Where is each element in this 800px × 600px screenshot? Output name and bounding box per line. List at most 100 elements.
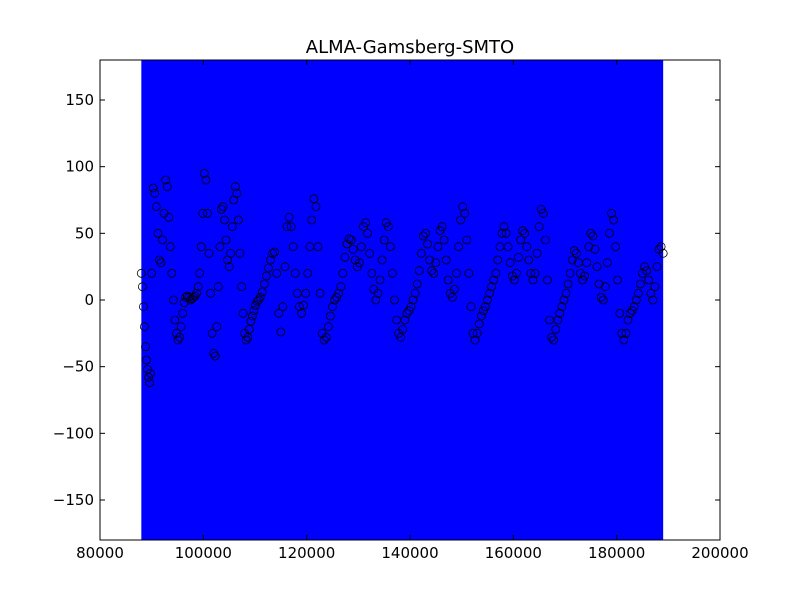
data-point	[569, 246, 579, 256]
data-point	[491, 268, 501, 278]
data-point	[141, 342, 150, 352]
x-tick-label: 140000	[381, 544, 438, 562]
data-point	[363, 228, 373, 238]
data-point	[356, 242, 366, 252]
data-point	[334, 288, 344, 298]
data-point	[423, 239, 433, 249]
data-point	[456, 215, 466, 225]
data-point	[178, 308, 188, 318]
data-point	[627, 306, 637, 316]
data-point	[218, 202, 228, 212]
data-point	[489, 275, 499, 285]
data-point	[497, 228, 507, 238]
data-point	[480, 302, 490, 312]
data-point	[483, 295, 492, 305]
data-point	[138, 302, 148, 312]
data-point	[220, 215, 229, 225]
data-point	[429, 268, 439, 278]
data-point	[611, 242, 620, 252]
data-point	[235, 248, 245, 258]
data-point	[512, 268, 521, 278]
data-point	[238, 308, 248, 318]
data-point	[332, 292, 342, 302]
data-point	[203, 208, 212, 218]
data-point	[541, 235, 550, 245]
data-point	[468, 328, 478, 338]
data-point	[198, 208, 208, 218]
data-point	[158, 235, 167, 245]
data-point	[549, 335, 558, 345]
data-point	[221, 235, 231, 245]
data-point	[629, 302, 639, 312]
data-point	[421, 228, 430, 238]
data-point	[162, 182, 172, 192]
data-point	[600, 282, 610, 292]
data-point	[246, 316, 256, 326]
y-axis: −150 −100 −50 0 50 100 150	[53, 91, 720, 509]
data-point	[266, 255, 275, 265]
data-point	[648, 295, 658, 305]
data-point	[524, 255, 534, 265]
data-point	[561, 288, 571, 298]
data-point	[615, 308, 625, 318]
data-point	[437, 222, 447, 232]
data-point	[464, 268, 474, 278]
data-point	[584, 242, 594, 252]
data-point	[427, 266, 437, 276]
data-point	[257, 287, 267, 297]
data-point	[352, 262, 362, 272]
data-point	[142, 355, 151, 365]
data-point	[328, 302, 337, 312]
data-point	[510, 275, 519, 285]
data-point	[605, 228, 614, 238]
data-point	[272, 268, 282, 278]
data-point	[268, 248, 278, 258]
data-point	[151, 202, 161, 212]
data-point	[447, 292, 457, 302]
data-point	[493, 255, 503, 265]
data-point	[487, 282, 497, 292]
data-point	[321, 332, 331, 342]
data-point	[462, 235, 472, 245]
data-point	[454, 242, 464, 252]
data-point	[237, 282, 247, 292]
data-point	[346, 235, 356, 245]
data-point	[161, 175, 171, 185]
data-point	[530, 268, 540, 278]
data-point	[538, 208, 548, 218]
data-point	[170, 315, 180, 325]
data-point	[551, 324, 561, 334]
data-point	[144, 372, 154, 382]
data-point	[173, 335, 183, 345]
data-point	[199, 168, 209, 178]
data-point	[518, 226, 527, 236]
data-point	[148, 183, 158, 193]
x-tick-label: 180000	[588, 544, 645, 562]
data-point	[557, 302, 567, 312]
data-point	[299, 300, 309, 310]
data-point	[578, 275, 587, 285]
data-point	[297, 308, 306, 318]
data-point	[640, 262, 649, 272]
data-point	[383, 222, 393, 232]
data-point	[652, 262, 662, 272]
y-tick-label: 50	[75, 224, 94, 242]
chart-title: ALMA-Gamsberg-SMTO	[306, 37, 514, 58]
data-point	[201, 175, 211, 185]
data-point	[373, 288, 383, 298]
data-point	[263, 263, 273, 273]
y-tick-label: 0	[84, 291, 94, 309]
data-point	[330, 295, 340, 305]
data-point	[294, 302, 304, 312]
data-point	[136, 268, 146, 278]
data-point	[311, 202, 321, 212]
scatter-points	[136, 168, 668, 388]
data-point	[410, 288, 420, 298]
data-point	[344, 234, 354, 244]
data-point	[532, 248, 542, 258]
data-point	[617, 328, 627, 338]
data-point	[284, 212, 294, 222]
data-point	[375, 275, 385, 285]
data-point	[598, 295, 608, 305]
data-point	[319, 335, 329, 345]
